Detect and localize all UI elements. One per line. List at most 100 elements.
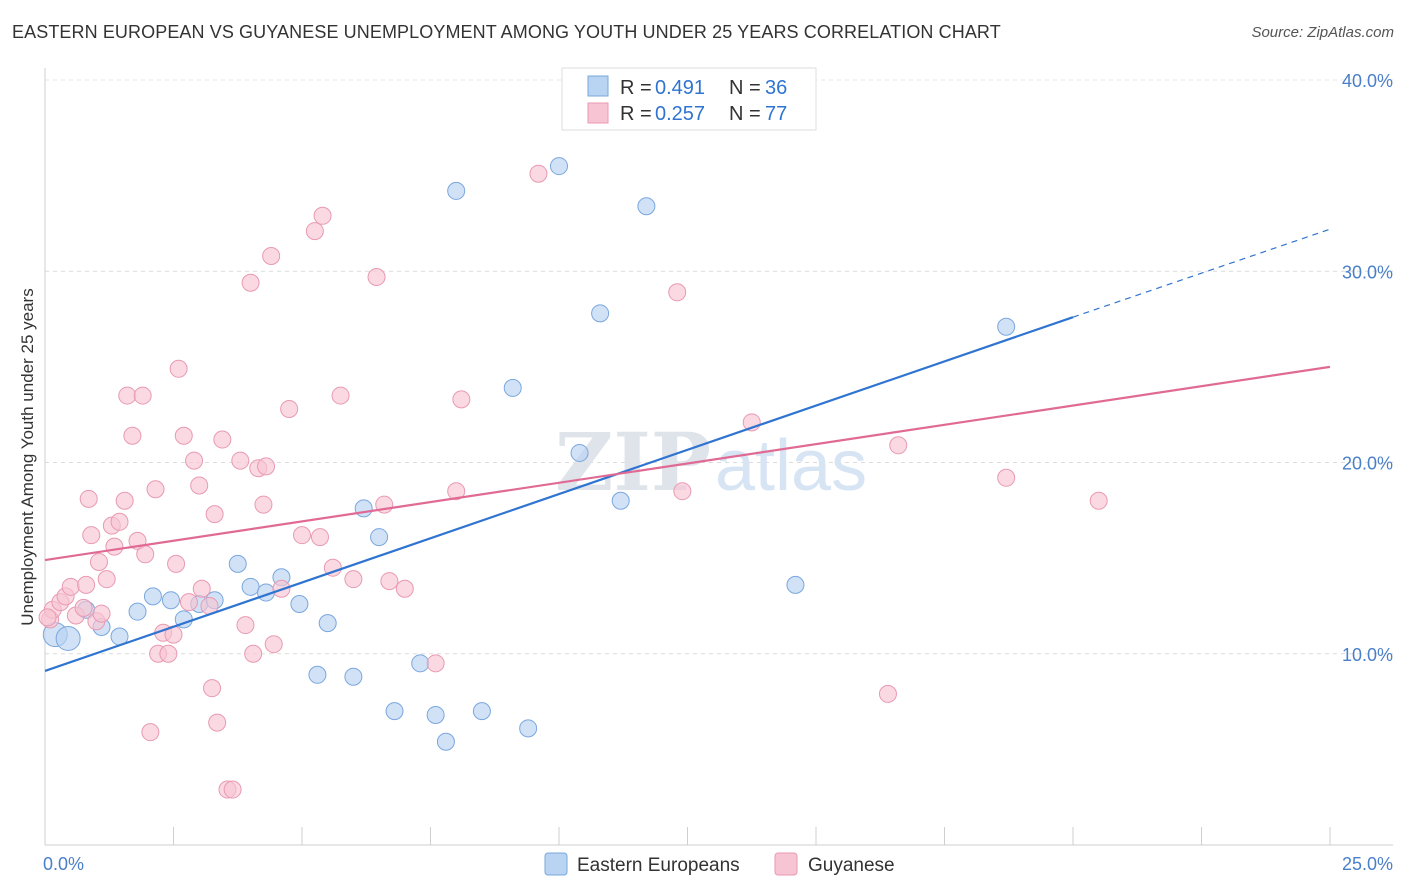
eastern-europeans-point (308, 665, 327, 684)
guyanese-point (169, 359, 188, 378)
guyanese-point (244, 644, 263, 663)
legend-swatch-blue (587, 75, 609, 97)
guyanese-point (213, 430, 232, 449)
guyanese-point (38, 608, 57, 627)
y-tick-label: 40.0% (1342, 71, 1393, 91)
guyanese-point (395, 579, 414, 598)
eastern-europeans-point (447, 181, 466, 200)
guyanese-point (136, 545, 155, 564)
guyanese-point (447, 482, 466, 501)
y-tick-label: 20.0% (1342, 454, 1393, 474)
legend-r-value: 0.257 (655, 103, 705, 125)
guyanese-point (262, 246, 281, 265)
x-tick-label: 25.0% (1342, 854, 1393, 874)
guyanese-point (205, 505, 224, 524)
eastern-europeans-point (385, 702, 404, 721)
chart-source: Source: ZipAtlas.com (1251, 24, 1394, 41)
guyanese-point (79, 489, 98, 508)
guyanese-point (105, 537, 124, 556)
guyanese-point (331, 386, 350, 405)
guyanese-point (426, 654, 445, 673)
eastern-europeans-point (997, 317, 1016, 336)
guyanese-point (146, 480, 165, 499)
guyanese-point (159, 644, 178, 663)
eastern-europeans-point (472, 702, 491, 721)
eastern-europeans-point (161, 591, 180, 610)
guyanese-point (380, 572, 399, 591)
guyanese-point (231, 451, 250, 470)
guyanese-point (133, 386, 152, 405)
guyanese-point (344, 570, 363, 589)
guyanese-point (673, 482, 692, 501)
eastern-europeans-point (570, 443, 589, 462)
guyanese-point (179, 593, 198, 612)
guyanese-point (123, 426, 142, 445)
guyanese-point (185, 451, 204, 470)
guyanese-point (367, 267, 386, 286)
eastern-europeans-point (436, 732, 455, 751)
eastern-europeans-point (426, 705, 445, 724)
eastern-europeans-point (143, 587, 162, 606)
guyanese-point (323, 558, 342, 577)
guyanese-point (529, 164, 548, 183)
eastern-europeans-point (786, 575, 805, 594)
guyanese-point (167, 554, 186, 573)
series-legend: Eastern Europeans Guyanese (544, 852, 895, 876)
y-tick-label: 10.0% (1342, 645, 1393, 665)
eastern-europeans-point (354, 499, 373, 518)
guyanese-point (313, 206, 332, 225)
chart-title: EASTERN EUROPEAN VS GUYANESE UNEMPLOYMEN… (12, 22, 1001, 42)
guyanese-point (141, 723, 160, 742)
eastern-europeans-point (611, 491, 630, 510)
eastern-europeans-point (370, 528, 389, 547)
guyanese-point (61, 577, 80, 596)
eastern-europeans-point (55, 625, 81, 651)
legend-n-value: 36 (765, 77, 787, 99)
eastern-europeans-point (228, 554, 247, 573)
y-tick-label: 30.0% (1342, 262, 1393, 282)
eastern-europeans-trend-extension (1072, 228, 1331, 318)
data-points (38, 157, 1108, 799)
eastern-europeans-trend-line (44, 316, 1074, 673)
series-swatch-eastern-europeans (544, 852, 568, 876)
guyanese-point (236, 616, 255, 635)
guyanese-point (878, 684, 897, 703)
legend-r-label: R = (620, 103, 652, 125)
guyanese-point (115, 491, 134, 510)
y-tick-labels: 10.0% 20.0% 30.0% 40.0% (1342, 71, 1393, 665)
x-tick-label: 0.0% (43, 854, 84, 874)
eastern-europeans-point (318, 614, 337, 633)
eastern-europeans-point (128, 602, 147, 621)
eastern-europeans-point (241, 577, 260, 596)
guyanese-point (82, 526, 101, 545)
guyanese-point (74, 598, 93, 617)
guyanese-point (257, 457, 276, 476)
legend-n-label: N = (729, 77, 761, 99)
guyanese-point (293, 526, 311, 545)
guyanese-point (110, 512, 129, 531)
eastern-europeans-point (550, 157, 568, 176)
guyanese-point (118, 386, 137, 405)
guyanese-point (1089, 491, 1108, 510)
guyanese-point (89, 552, 108, 571)
guyanese-point (97, 570, 116, 589)
eastern-europeans-point (503, 378, 522, 397)
correlation-legend: R = 0.491 N = 36 R = 0.257 N = 77 (561, 67, 817, 131)
guyanese-point (668, 283, 687, 302)
eastern-europeans-point (411, 654, 430, 673)
series-label-guyanese: Guyanese (808, 855, 895, 876)
eastern-europeans-point (519, 719, 538, 738)
eastern-europeans-point (290, 595, 309, 614)
guyanese-point (241, 273, 260, 292)
legend-swatch-pink (587, 102, 609, 124)
guyanese-point (254, 495, 273, 514)
guyanese-point (77, 575, 96, 594)
axes (44, 68, 1393, 846)
guyanese-point (264, 635, 283, 654)
gridlines (45, 79, 1393, 655)
legend-n-label: N = (729, 103, 761, 125)
guyanese-point (208, 713, 227, 732)
guyanese-point (997, 468, 1016, 487)
guyanese-point (452, 390, 471, 409)
guyanese-point (203, 679, 222, 698)
